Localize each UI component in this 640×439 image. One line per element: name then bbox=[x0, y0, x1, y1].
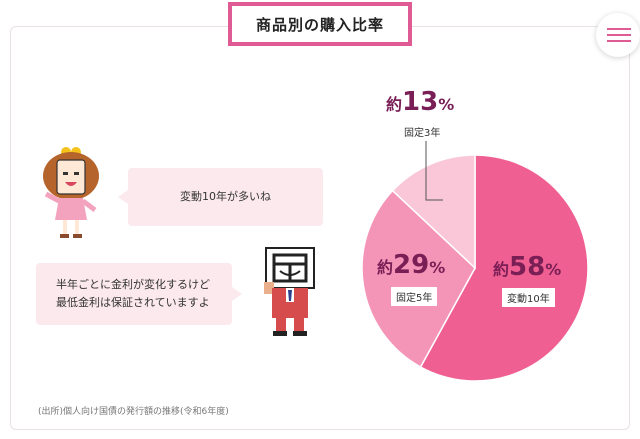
leader-line-fixed-3y bbox=[425, 140, 443, 201]
mascot-character-illustration bbox=[264, 247, 315, 336]
pct-value: 58 bbox=[509, 252, 546, 282]
pct-value: 29 bbox=[393, 250, 430, 280]
approx-prefix: 約 bbox=[386, 95, 403, 114]
approx-prefix: 約 bbox=[493, 260, 510, 279]
menu-bar-bottom bbox=[607, 40, 631, 42]
girl-speech-bubble: 変動10年が多いね bbox=[118, 168, 323, 226]
pct-label-fixed-5y: 約29% bbox=[377, 250, 445, 280]
mascot-speech-line-1: 半年ごとに金利が変化するけど bbox=[56, 278, 210, 291]
menu-bar-middle bbox=[607, 34, 631, 36]
pie-slice-2 bbox=[391, 154, 476, 270]
pie-slice-1 bbox=[361, 189, 476, 369]
pie-chart bbox=[361, 140, 589, 382]
pct-label-variable-10y: 約58% bbox=[493, 252, 561, 282]
pct-label-fixed-3y: 約13% bbox=[386, 87, 454, 117]
slice-label-fixed-5y: 固定5年 bbox=[391, 287, 438, 306]
girl-character-illustration bbox=[43, 147, 99, 238]
approx-prefix: 約 bbox=[377, 258, 394, 277]
slice-label-variable-10y: 変動10年 bbox=[502, 288, 555, 307]
pct-unit: % bbox=[429, 258, 446, 277]
pct-value: 13 bbox=[402, 87, 439, 117]
hamburger-menu-icon[interactable] bbox=[596, 13, 640, 57]
mascot-speech-line-2: 最低金利は保証されていますよ bbox=[56, 296, 210, 309]
mascot-speech-bubble: 半年ごとに金利が変化するけど 最低金利は保証されていますよ bbox=[36, 263, 242, 325]
source-note: (出所)個人向け国債の発行額の推移(令和6年度) bbox=[38, 407, 229, 417]
pct-unit: % bbox=[545, 260, 562, 279]
pct-unit: % bbox=[438, 95, 455, 114]
pie-slice-0 bbox=[419, 154, 589, 382]
chart-title: 商品別の購入比率 bbox=[228, 2, 412, 46]
girl-speech-text: 変動10年が多いね bbox=[180, 190, 271, 203]
slice-label-fixed-3y: 固定3年 bbox=[399, 122, 446, 141]
menu-bar-top bbox=[607, 28, 631, 30]
